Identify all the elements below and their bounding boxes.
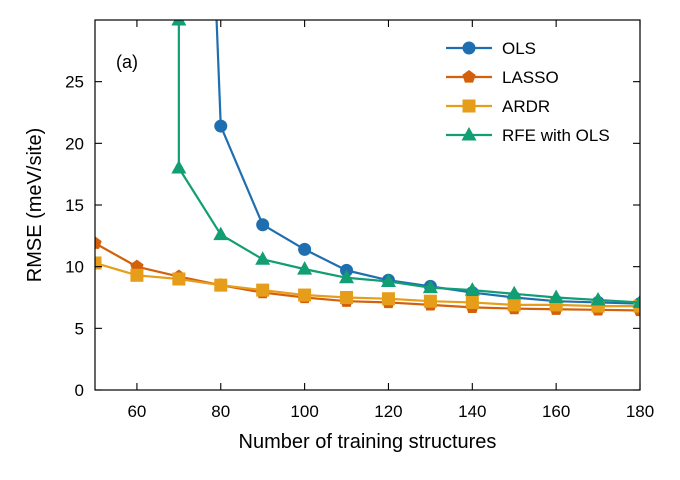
series-rfe-with-ols	[171, 20, 640, 308]
point-ols-80	[214, 119, 228, 133]
x-tick-label-100: 100	[290, 402, 318, 421]
point-ardr-80	[214, 278, 228, 292]
line-lasso	[95, 242, 640, 312]
point-rfe-with-ols-70	[171, 160, 187, 174]
point-rfe-with-ols-90	[255, 251, 271, 265]
legend-item-ardr: ARDR	[446, 97, 550, 116]
x-tick-label-80: 80	[211, 402, 230, 421]
x-tick-label-140: 140	[458, 402, 486, 421]
point-ols-100	[298, 242, 312, 256]
legend-label-ardr: ARDR	[502, 97, 550, 116]
series-ols	[214, 20, 640, 311]
point-rfe-with-ols-180	[632, 294, 640, 308]
point-ardr-140	[465, 295, 479, 309]
legend-item-ols: OLS	[446, 39, 536, 58]
point-rfe-with-ols-140	[464, 282, 480, 296]
point-lasso-50	[95, 236, 102, 249]
series-ardr	[95, 256, 640, 313]
legend-swatch-marker-lasso	[462, 70, 476, 83]
point-rfe-with-ols-110	[339, 269, 355, 284]
y-tick-label-25: 25	[65, 73, 84, 92]
point-ardr-60	[130, 268, 144, 282]
point-ardr-50	[95, 256, 102, 270]
x-tick-label-120: 120	[374, 402, 402, 421]
x-tick-label-180: 180	[626, 402, 654, 421]
axes-layer: 60 80 100 120 140 160 180 0 5 10 15 20 25	[65, 19, 654, 421]
y-axis-title: RMSE (meV/site)	[24, 128, 46, 282]
legend-label-lasso: LASSO	[502, 68, 559, 87]
y-tick-label-5: 5	[75, 319, 84, 338]
point-rfe-with-ols-80	[213, 226, 229, 241]
point-ardr-100	[298, 288, 312, 302]
point-ardr-90	[256, 283, 270, 297]
panel-label: (a)	[116, 52, 138, 72]
point-ardr-150	[507, 298, 521, 312]
y-tick-label-10: 10	[65, 258, 84, 277]
point-ardr-130	[423, 294, 437, 308]
point-ols-90	[256, 218, 270, 232]
x-tick-label-160: 160	[542, 402, 570, 421]
point-rfe-with-ols-130	[422, 279, 438, 294]
x-tick-label-60: 60	[127, 402, 146, 421]
legend-swatch-marker-rfe-with-ols	[461, 127, 477, 141]
line-rfe-with-ols	[177, 20, 640, 304]
y-tick-label-15: 15	[65, 196, 84, 215]
legend-swatch-marker-ardr	[462, 99, 476, 113]
legend-item-rfe-with-ols: RFE with OLS	[446, 126, 610, 145]
x-axis-title: Number of training structures	[239, 431, 497, 453]
y-tick-label-20: 20	[65, 134, 84, 153]
series-layer	[95, 20, 640, 317]
legend-item-lasso: LASSO	[446, 68, 559, 87]
point-ardr-120	[381, 292, 395, 306]
point-rfe-with-ols-170	[590, 291, 606, 306]
point-rfe-with-ols-70	[171, 20, 187, 26]
point-rfe-with-ols-100	[297, 261, 313, 275]
point-ardr-70	[172, 272, 186, 286]
legend-label-ols: OLS	[502, 39, 536, 58]
line-ardr	[95, 261, 640, 308]
point-rfe-with-ols-160	[548, 289, 564, 303]
y-tick-label-0: 0	[75, 381, 84, 400]
legend: OLS LASSO ARDR RFE with OLS	[446, 39, 610, 145]
point-ardr-110	[340, 291, 354, 304]
line-ols	[215, 20, 640, 305]
legend-label-rfe-with-ols: RFE with OLS	[502, 126, 610, 145]
legend-swatch-marker-ols	[462, 41, 476, 55]
point-rfe-with-ols-150	[506, 285, 522, 300]
point-rfe-with-ols-120	[380, 273, 396, 287]
